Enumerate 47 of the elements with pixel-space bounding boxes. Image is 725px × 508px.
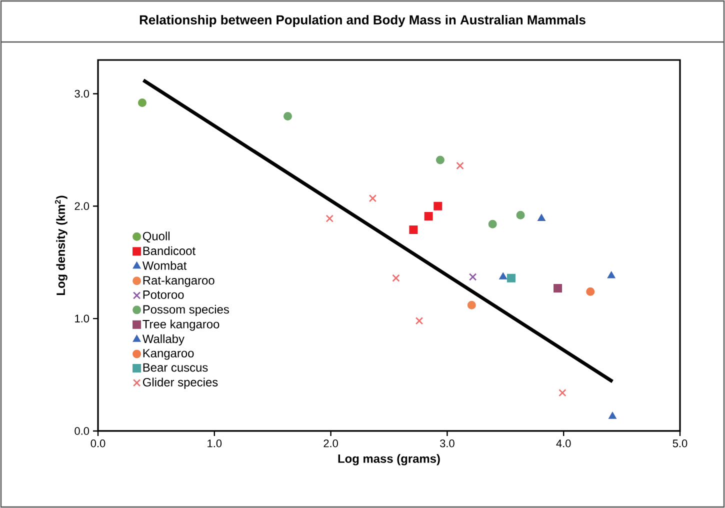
legend-label: Bear cuscus: [143, 363, 208, 372]
point: [326, 214, 334, 222]
chart-title: Relationship between Population and Body Mass in Australian Mammals: [140, 14, 586, 28]
legend-label: Wombat: [142, 261, 187, 270]
x-tick-label: 2.0: [324, 440, 338, 448]
legend-label: Rat-kangaroo: [143, 276, 214, 287]
y-tick-label: 2.0: [74, 202, 90, 210]
x-tick-label: 1.0: [208, 440, 222, 448]
legend-label: Possom species: [143, 304, 229, 316]
point: [608, 412, 616, 419]
y-tick-label: 0.0: [74, 427, 90, 435]
legend-label: Potoroo: [143, 290, 184, 299]
point: [608, 272, 616, 278]
point: [468, 273, 477, 281]
point: [506, 274, 516, 282]
point: [456, 162, 464, 170]
y-tick-label: 1.0: [75, 314, 90, 322]
legend-label: Kangaroo: [143, 349, 194, 360]
point: [415, 316, 424, 325]
legend-label: Quoll: [142, 232, 170, 243]
legend-label: Glider species: [142, 378, 218, 389]
point: [516, 210, 525, 220]
point: [499, 272, 507, 280]
point: [138, 98, 146, 107]
point: [538, 214, 546, 221]
legend-label: Tree kangaroo: [142, 320, 220, 331]
point: [283, 112, 292, 120]
point: [409, 225, 418, 234]
x-tick-label: 5.0: [672, 440, 688, 448]
legend-label: Wallaby: [142, 334, 184, 346]
point: [586, 287, 595, 296]
y-tick-label: 3.0: [74, 90, 90, 98]
point: [436, 156, 444, 164]
point: [554, 284, 562, 292]
x-tick-label: 3.0: [440, 440, 454, 448]
x-tick-label: 0.0: [90, 440, 106, 448]
point: [434, 202, 442, 210]
legend-label: Bandicoot: [143, 246, 196, 256]
x-axis-title: Log mass (grams): [338, 454, 440, 466]
point: [467, 300, 476, 310]
point: [368, 194, 377, 202]
y-axis-title: Log density (km$^{2}$): [54, 196, 68, 295]
x-tick-label: 4.0: [556, 440, 571, 448]
point: [424, 212, 433, 221]
point: [558, 388, 566, 397]
point: [488, 220, 497, 228]
point: [392, 274, 400, 282]
